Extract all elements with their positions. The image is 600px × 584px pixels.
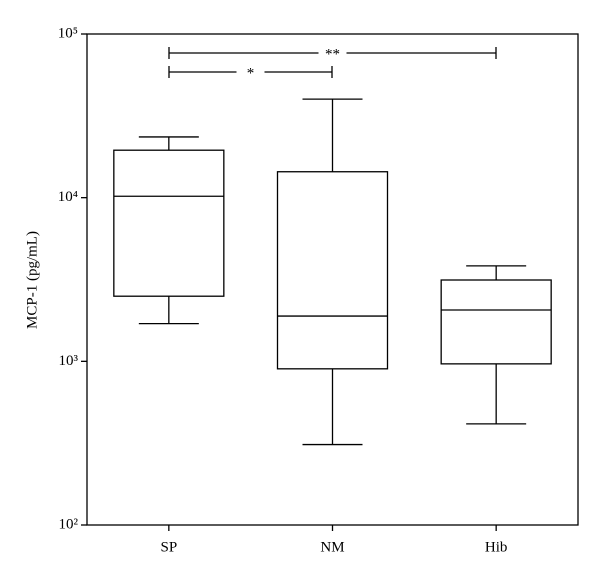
- significance-label: *: [247, 65, 255, 81]
- y-axis-label: MCP-1 (pg/mL): [24, 231, 40, 329]
- significance-label: **: [325, 46, 340, 62]
- y-tick-label: 10³: [59, 353, 79, 369]
- x-tick-label: Hib: [485, 539, 508, 555]
- box: [113, 149, 225, 297]
- y-tick-label: 10⁴: [58, 189, 78, 205]
- x-tick-label: NM: [320, 539, 344, 555]
- y-tick-label: 10²: [59, 516, 79, 532]
- box: [440, 279, 552, 365]
- box: [276, 171, 389, 370]
- x-tick-label: SP: [160, 539, 177, 555]
- y-tick-label: 10⁵: [58, 25, 78, 41]
